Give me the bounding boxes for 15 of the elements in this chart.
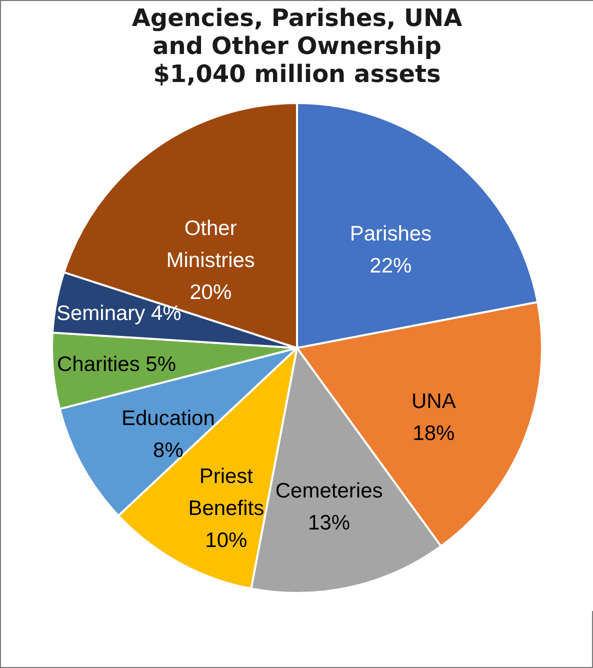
data-label: 22%	[370, 254, 412, 278]
data-label: 13%	[308, 511, 350, 534]
slice-label: UNA	[412, 390, 456, 414]
data-label: 10%	[205, 528, 248, 552]
data-label: 18%	[412, 422, 455, 446]
slice-label: Charities 5%	[56, 353, 176, 376]
chart-title: Agencies, Parishes, UNA and Other Ownership $1,040 million assets	[132, 4, 463, 88]
slice-label: Other Ministries	[166, 217, 255, 272]
slice-label: Education	[121, 406, 215, 430]
data-label: 8%	[153, 438, 184, 462]
slice-label: Seminary 4%	[56, 302, 182, 326]
slice-label: Cemeteries	[275, 479, 383, 502]
slice-label: Priest Benefits	[188, 464, 264, 520]
data-label: 20%	[190, 281, 232, 304]
slice-label: Parishes	[350, 222, 432, 246]
